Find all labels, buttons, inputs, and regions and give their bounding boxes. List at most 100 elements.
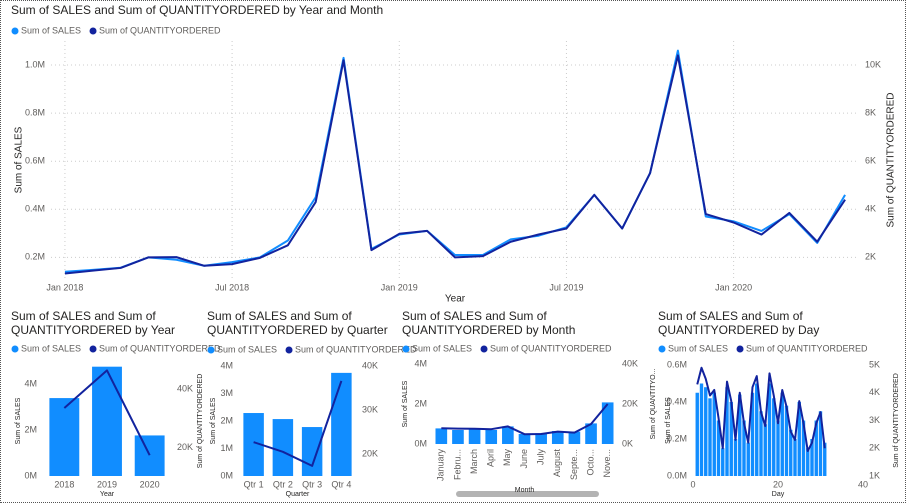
y2-tick-label: 20K <box>622 398 638 408</box>
y2-tick-label: 10K <box>865 59 881 69</box>
legend-label: Sum of QUANTITYORDERED <box>99 343 221 353</box>
bar <box>767 383 772 476</box>
legend-label: Sum of SALES <box>668 343 728 353</box>
x-tick-label: 2019 <box>97 479 117 489</box>
bar <box>733 439 738 476</box>
chart-title: Sum of SALES and Sum of QUANTITYORDERED … <box>11 309 176 337</box>
y2-tick-label: 40K <box>362 360 378 370</box>
bar <box>331 372 352 476</box>
bar <box>272 419 294 476</box>
x-tick-label: Qtr 3 <box>302 479 322 489</box>
y-tick-label: 0.0M <box>667 470 687 480</box>
y-tick-label: 0.4M <box>25 204 45 214</box>
y-tick-label: 4M <box>414 358 427 368</box>
y-tick-label: 1.0M <box>25 59 45 69</box>
y2-tick-label: 20K <box>362 448 378 458</box>
bar <box>742 420 746 476</box>
y2-tick-label: 2K <box>869 443 880 453</box>
x-axis-label: Day <box>772 491 785 498</box>
bar <box>780 392 784 476</box>
x-tick-label: 0 <box>690 479 695 489</box>
bar <box>699 383 704 476</box>
x-tick-label: Jul 2019 <box>549 282 583 292</box>
x-tick-label: June <box>519 449 529 469</box>
bar <box>568 431 581 444</box>
x-tick-label: Febru... <box>452 449 462 480</box>
y2-axis-label: Sum of QUANTITYORDERED <box>197 374 204 469</box>
bar <box>750 392 755 476</box>
x-axis-label: Month <box>515 487 535 494</box>
bar <box>823 442 827 476</box>
bar <box>806 448 810 476</box>
x-axis-label: Quarter <box>286 491 310 498</box>
x-tick-label: May <box>502 449 512 467</box>
y2-tick-label: 5K <box>869 359 880 369</box>
bar <box>746 442 750 476</box>
bar <box>784 405 789 476</box>
y2-axis-label: Sum of QUANTITYORDERED <box>893 373 900 468</box>
y-axis-label: Sum of SALES <box>15 397 22 444</box>
x-tick-label: Septe... <box>569 449 579 480</box>
legend-label: Sum of QUANTITYORDERED <box>490 343 612 353</box>
legend-label: Sum of QUANTITYORDERED <box>746 343 868 353</box>
bar <box>695 392 699 476</box>
x-tick-label: Jan 2019 <box>381 282 418 292</box>
bar <box>468 428 481 444</box>
bar <box>704 387 708 476</box>
chart-title: Sum of SALES and Sum of QUANTITYORDERED … <box>207 309 388 337</box>
bar <box>814 420 818 476</box>
bar <box>810 439 814 476</box>
x-tick-label: July <box>536 449 546 466</box>
x-tick-label: Qtr 4 <box>331 479 351 489</box>
legend-marker <box>285 346 293 354</box>
legend-marker <box>207 346 215 354</box>
bar <box>789 429 793 476</box>
bar <box>435 428 448 444</box>
y2-tick-label: 20K <box>177 442 193 452</box>
y-tick-label: 0M <box>220 470 233 480</box>
y-tick-label: 0.6M <box>25 156 45 166</box>
bar <box>763 424 767 476</box>
x-tick-label: April <box>486 449 496 467</box>
x-tick-label: Qtr 1 <box>244 479 264 489</box>
x-tick-label: Jul 2018 <box>215 282 249 292</box>
x-tick-label: March <box>469 449 479 474</box>
x-tick-label: Jan 2020 <box>715 282 752 292</box>
line <box>253 380 343 467</box>
legend-label: Sum of SALES <box>217 344 277 354</box>
bar <box>797 402 801 476</box>
bar <box>793 439 797 476</box>
bar <box>535 433 547 444</box>
y-axis-label: Sum of SALES <box>402 380 409 427</box>
bar <box>502 426 514 444</box>
y2-tick-label: 2K <box>865 252 876 262</box>
chart-title: Sum of SALES and Sum of QUANTITYORDERED … <box>658 309 820 337</box>
bar <box>518 434 531 444</box>
y2-tick-label: 30K <box>362 404 378 414</box>
y2-tick-label: 40K <box>177 384 193 394</box>
legend-label: Sum of QUANTITYORDERED <box>295 344 417 354</box>
x-tick-label: 40 <box>858 479 868 489</box>
x-axis-label: Year <box>100 491 115 498</box>
scrollbar[interactable] <box>456 491 599 497</box>
bar <box>485 430 498 444</box>
legend-label: Sum of QUANTITYORDERED <box>99 25 221 35</box>
x-tick-label: Jan 2018 <box>46 282 83 292</box>
bar <box>301 427 323 476</box>
y2-tick-label: 3K <box>869 415 880 425</box>
y2-tick-label: 0K <box>622 438 633 448</box>
bar <box>243 413 264 476</box>
bar <box>801 420 806 476</box>
bar <box>49 398 80 476</box>
bar <box>776 420 780 476</box>
x-tick-label: January <box>436 449 446 482</box>
bar <box>92 366 122 476</box>
y-tick-label: 0.8M <box>25 107 45 117</box>
y-tick-label: 4M <box>220 360 233 370</box>
x-tick-label: August <box>552 449 562 478</box>
y2-tick-label: 4K <box>865 204 876 214</box>
line <box>64 54 846 275</box>
y-axis-label: Sum of SALES <box>210 397 217 444</box>
legend-marker <box>11 345 19 353</box>
